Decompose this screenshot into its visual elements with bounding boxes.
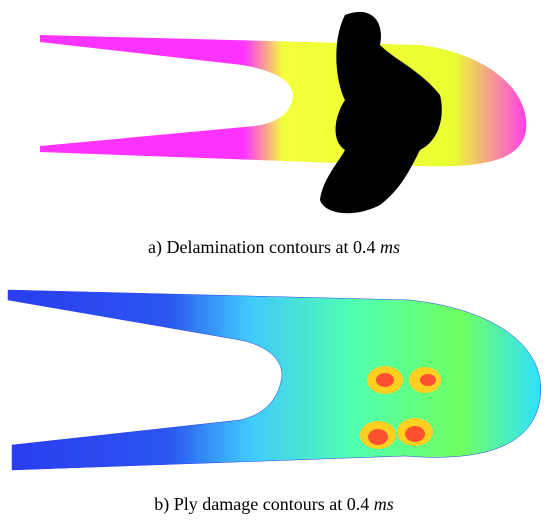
caption-text: a) Delamination contours at 0.4 (148, 237, 380, 258)
figure-a: a) Delamination contours at 0.4 ms (40, 12, 526, 258)
caption-unit: ms (380, 237, 400, 257)
wing-model (8, 290, 541, 470)
figure-b: b) Ply damage contours at 0.4 ms (8, 290, 541, 515)
figure-page: a) Delamination contours at 0.4 ms b) Pl… (0, 0, 548, 527)
wing-model (40, 35, 526, 166)
caption-unit: ms (374, 494, 394, 514)
caption-b: b) Ply damage contours at 0.4 ms (154, 494, 393, 515)
caption-text: b) Ply damage contours at 0.4 (154, 494, 373, 515)
caption-a: a) Delamination contours at 0.4 ms (148, 237, 400, 258)
